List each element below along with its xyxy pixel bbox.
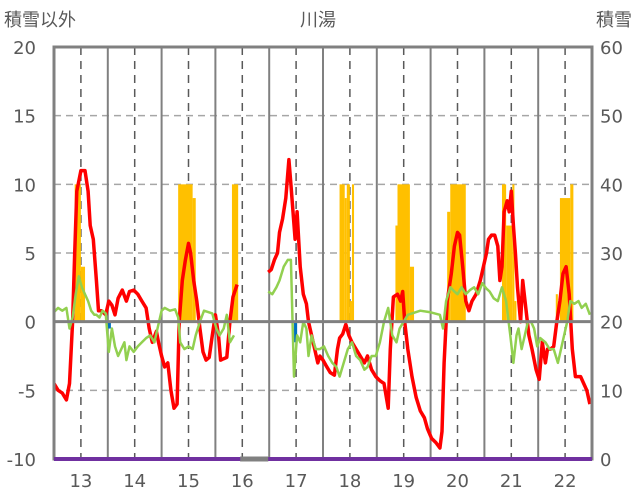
snow-bar <box>512 184 515 322</box>
y-right-tick-label: 60 <box>600 38 623 59</box>
snow-bar <box>344 198 347 322</box>
snow-bar <box>351 184 355 322</box>
snow-bar <box>397 184 410 322</box>
x-tick-label: 21 <box>500 471 523 492</box>
y-right-tick-label: 50 <box>600 107 623 128</box>
x-tick-label: 20 <box>446 471 469 492</box>
plot-frame <box>52 45 594 462</box>
tick-labels: 20 60 15 50 10 40 5 30 0 20 -5 10 -10 0 13 14 15 16 17 18 19… <box>7 38 623 492</box>
snow-bar <box>339 184 345 322</box>
snow-bar <box>506 225 513 322</box>
y-left-tick-label: -10 <box>7 450 36 471</box>
snow-bar <box>231 184 239 322</box>
y-right-tick-label: 40 <box>600 175 623 196</box>
snow-bar <box>555 294 558 322</box>
y-right-tick-label: 20 <box>600 313 623 334</box>
y-left-tick-label: 5 <box>25 244 36 265</box>
y-left-tick-label: 10 <box>13 175 36 196</box>
snow-bar <box>570 184 574 322</box>
blue-bar <box>294 321 298 343</box>
snow-bar <box>409 266 415 322</box>
x-tick-label: 14 <box>123 471 146 492</box>
snow-bar <box>346 184 350 322</box>
y-left-tick-label: 15 <box>13 107 36 128</box>
y-right-tick-label: 0 <box>600 450 611 471</box>
y-left-tick-label: -5 <box>18 381 36 402</box>
snow-bar <box>74 184 81 322</box>
blue-bar <box>107 321 111 329</box>
snow-bar <box>80 266 86 322</box>
snow-bar <box>192 198 196 322</box>
x-tick-label: 13 <box>69 471 92 492</box>
left-axis-label: 積雪以外 <box>4 10 76 31</box>
snow-bar <box>447 211 451 322</box>
snow-bar <box>559 198 571 322</box>
y-right-tick-label: 30 <box>600 244 623 265</box>
x-tick-label: 15 <box>177 471 200 492</box>
x-tick-label: 17 <box>285 471 308 492</box>
gridlines <box>54 47 592 459</box>
series-green-line <box>53 258 592 378</box>
snow-bar <box>395 225 398 322</box>
snow-bar <box>349 301 352 322</box>
y-right-tick-label: 10 <box>600 381 623 402</box>
y-left-tick-label: 20 <box>13 38 36 59</box>
x-tick-label: 22 <box>554 471 577 492</box>
x-tick-label: 16 <box>231 471 254 492</box>
snow-bar <box>514 301 517 322</box>
chart-title: 川湯 <box>300 10 336 31</box>
x-tick-label: 18 <box>338 471 361 492</box>
y-left-tick-label: 0 <box>25 313 36 334</box>
right-axis-label: 積雪 <box>596 10 632 31</box>
x-tick-label: 19 <box>392 471 415 492</box>
